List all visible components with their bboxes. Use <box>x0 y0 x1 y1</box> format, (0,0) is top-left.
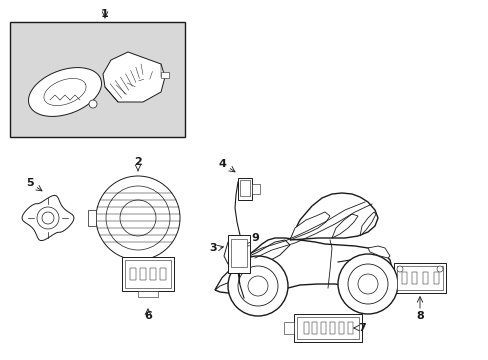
Bar <box>130 268 136 280</box>
Bar <box>393 263 445 293</box>
Bar <box>396 266 442 290</box>
Bar <box>122 257 174 291</box>
Text: 3: 3 <box>209 243 216 253</box>
Bar <box>321 322 325 334</box>
Bar <box>411 272 416 284</box>
Bar <box>303 322 308 334</box>
Bar <box>293 314 361 342</box>
Polygon shape <box>359 212 375 236</box>
Bar <box>338 322 343 334</box>
Bar <box>401 272 406 284</box>
Polygon shape <box>215 238 391 294</box>
Bar <box>160 268 165 280</box>
Polygon shape <box>22 195 74 240</box>
Bar <box>227 235 249 273</box>
Polygon shape <box>215 240 289 290</box>
Polygon shape <box>331 214 357 238</box>
Circle shape <box>37 207 59 229</box>
Bar <box>433 272 438 284</box>
Circle shape <box>89 100 97 108</box>
Polygon shape <box>367 246 389 258</box>
Circle shape <box>357 274 377 294</box>
Bar <box>125 260 171 288</box>
Polygon shape <box>289 212 329 240</box>
Polygon shape <box>103 52 164 102</box>
Circle shape <box>337 254 397 314</box>
Bar <box>251 184 260 194</box>
Text: 2: 2 <box>134 157 142 167</box>
Polygon shape <box>28 68 102 116</box>
Bar <box>347 322 352 334</box>
Circle shape <box>396 266 402 272</box>
Bar <box>230 239 246 267</box>
Circle shape <box>227 256 287 316</box>
Circle shape <box>247 276 267 296</box>
Circle shape <box>229 252 238 260</box>
Circle shape <box>347 264 387 304</box>
Bar <box>296 317 358 339</box>
Circle shape <box>436 266 442 272</box>
Circle shape <box>238 266 278 306</box>
Polygon shape <box>88 210 96 226</box>
Circle shape <box>106 186 170 250</box>
Text: 4: 4 <box>218 159 225 169</box>
Text: 6: 6 <box>144 311 152 321</box>
Polygon shape <box>289 193 377 240</box>
Circle shape <box>120 200 156 236</box>
Circle shape <box>42 212 54 224</box>
Bar <box>238 178 251 200</box>
Bar <box>138 291 158 297</box>
Bar <box>140 268 146 280</box>
Text: 7: 7 <box>357 323 365 333</box>
Circle shape <box>96 176 180 260</box>
Bar <box>150 268 156 280</box>
Bar <box>284 322 293 334</box>
Bar <box>312 322 317 334</box>
Text: 5: 5 <box>26 178 34 188</box>
Bar <box>10 22 184 137</box>
Text: 8: 8 <box>415 311 423 321</box>
Polygon shape <box>224 242 244 270</box>
Bar <box>161 72 169 78</box>
Bar <box>329 322 334 334</box>
Bar <box>422 272 427 284</box>
Text: 1: 1 <box>101 9 109 19</box>
Bar <box>240 180 249 196</box>
Text: 9: 9 <box>250 233 259 243</box>
